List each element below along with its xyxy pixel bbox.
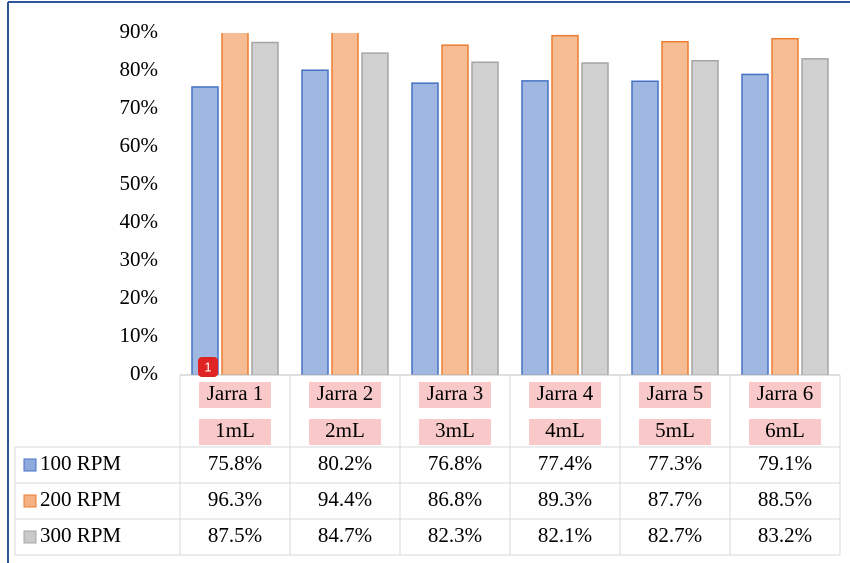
x-tick-label: 4mL bbox=[545, 418, 585, 442]
y-tick-label: 30% bbox=[120, 247, 159, 271]
label-highlight bbox=[749, 382, 821, 408]
legend-swatch bbox=[23, 530, 37, 544]
table-value: 84.7% bbox=[318, 523, 372, 547]
label-highlight bbox=[309, 382, 381, 408]
table-value: 86.8% bbox=[428, 487, 482, 511]
bar bbox=[301, 69, 329, 375]
legend-label: 300 RPM bbox=[40, 523, 121, 547]
bar bbox=[521, 80, 549, 375]
bar bbox=[471, 61, 499, 375]
table-value: 82.7% bbox=[648, 523, 702, 547]
bar bbox=[581, 62, 609, 375]
x-tick-label: 6mL bbox=[765, 418, 805, 442]
bar bbox=[441, 44, 469, 375]
label-highlight bbox=[419, 382, 491, 408]
table-value: 75.8% bbox=[208, 451, 262, 475]
bar bbox=[801, 58, 829, 375]
label-highlight bbox=[199, 382, 271, 408]
label-highlight bbox=[749, 419, 821, 445]
table-value: 79.1% bbox=[758, 451, 812, 475]
table-value: 88.5% bbox=[758, 487, 812, 511]
table-value: 87.5% bbox=[208, 523, 262, 547]
table-value: 96.3% bbox=[208, 487, 262, 511]
y-tick-label: 10% bbox=[120, 323, 159, 347]
y-tick-label: 20% bbox=[120, 285, 159, 309]
x-tick-label: 3mL bbox=[435, 418, 475, 442]
label-highlight bbox=[639, 382, 711, 408]
x-tick-label: Jarra 3 bbox=[427, 381, 484, 405]
bar bbox=[331, 33, 359, 375]
table-value: 77.4% bbox=[538, 451, 592, 475]
y-tick-label: 90% bbox=[120, 19, 159, 43]
y-tick-label: 80% bbox=[120, 57, 159, 81]
legend-swatch bbox=[23, 494, 37, 508]
label-highlight bbox=[419, 419, 491, 445]
label-highlight bbox=[309, 419, 381, 445]
label-highlight bbox=[529, 419, 601, 445]
x-tick-label: 2mL bbox=[325, 418, 365, 442]
bar bbox=[631, 80, 659, 375]
table-value: 94.4% bbox=[318, 487, 372, 511]
x-tick-label: Jarra 4 bbox=[537, 381, 594, 405]
legend-swatch bbox=[23, 458, 37, 472]
x-tick-label: Jarra 2 bbox=[317, 381, 374, 405]
label-highlight bbox=[639, 419, 711, 445]
table-value: 83.2% bbox=[758, 523, 812, 547]
x-tick-label: 1mL bbox=[215, 418, 255, 442]
x-tick-label: Jarra 6 bbox=[757, 381, 814, 405]
x-tick-label: 5mL bbox=[655, 418, 695, 442]
bar bbox=[251, 41, 279, 375]
plot-area bbox=[191, 33, 829, 375]
badge-label: 1 bbox=[204, 359, 211, 374]
label-highlight bbox=[199, 419, 271, 445]
y-tick-label: 0% bbox=[130, 361, 158, 385]
legend-label: 200 RPM bbox=[40, 487, 121, 511]
table-value: 82.1% bbox=[538, 523, 592, 547]
badge bbox=[198, 357, 218, 377]
x-tick-label: Jarra 5 bbox=[647, 381, 704, 405]
table-value: 82.3% bbox=[428, 523, 482, 547]
y-tick-label: 40% bbox=[120, 209, 159, 233]
y-tick-label: 70% bbox=[120, 95, 159, 119]
table-value: 80.2% bbox=[318, 451, 372, 475]
bar bbox=[741, 73, 769, 375]
legend-label: 100 RPM bbox=[40, 451, 121, 475]
bar bbox=[361, 52, 389, 375]
bar bbox=[221, 33, 249, 375]
x-tick-label: Jarra 1 bbox=[207, 381, 264, 405]
table-value: 77.3% bbox=[648, 451, 702, 475]
bar bbox=[551, 34, 579, 375]
y-tick-label: 50% bbox=[120, 171, 159, 195]
table-value: 76.8% bbox=[428, 451, 482, 475]
bar bbox=[661, 40, 689, 375]
y-tick-label: 60% bbox=[120, 133, 159, 157]
table-value: 89.3% bbox=[538, 487, 592, 511]
label-highlight bbox=[529, 382, 601, 408]
bar bbox=[191, 86, 219, 375]
table-value: 87.7% bbox=[648, 487, 702, 511]
bar bbox=[691, 59, 719, 375]
bar bbox=[771, 37, 799, 375]
bar bbox=[411, 82, 439, 375]
